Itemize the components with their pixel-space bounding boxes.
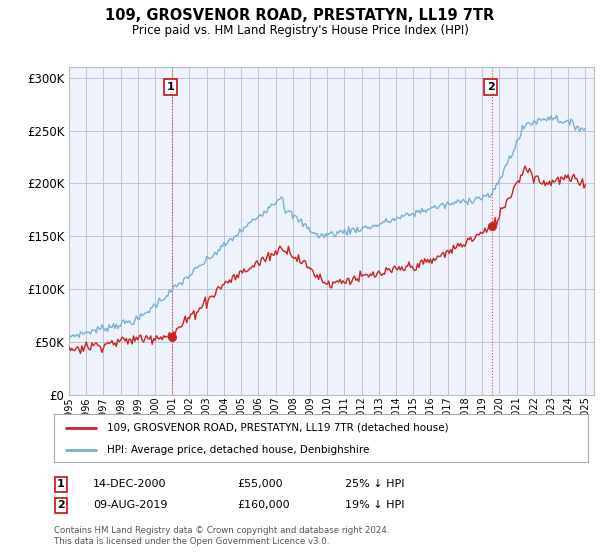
Text: 1: 1 — [167, 82, 175, 92]
Text: 25% ↓ HPI: 25% ↓ HPI — [345, 479, 404, 489]
Text: 1: 1 — [57, 479, 65, 489]
Text: 14-DEC-2000: 14-DEC-2000 — [93, 479, 167, 489]
Text: 19% ↓ HPI: 19% ↓ HPI — [345, 500, 404, 510]
Text: 09-AUG-2019: 09-AUG-2019 — [93, 500, 167, 510]
Text: Price paid vs. HM Land Registry's House Price Index (HPI): Price paid vs. HM Land Registry's House … — [131, 24, 469, 36]
Text: Contains HM Land Registry data © Crown copyright and database right 2024.: Contains HM Land Registry data © Crown c… — [54, 526, 389, 535]
Text: 109, GROSVENOR ROAD, PRESTATYN, LL19 7TR: 109, GROSVENOR ROAD, PRESTATYN, LL19 7TR — [106, 8, 494, 24]
Text: £160,000: £160,000 — [237, 500, 290, 510]
Text: £55,000: £55,000 — [237, 479, 283, 489]
Text: 2: 2 — [487, 82, 494, 92]
Text: 109, GROSVENOR ROAD, PRESTATYN, LL19 7TR (detached house): 109, GROSVENOR ROAD, PRESTATYN, LL19 7TR… — [107, 423, 449, 433]
Text: This data is licensed under the Open Government Licence v3.0.: This data is licensed under the Open Gov… — [54, 538, 329, 547]
Text: 2: 2 — [57, 500, 65, 510]
Text: HPI: Average price, detached house, Denbighshire: HPI: Average price, detached house, Denb… — [107, 445, 370, 455]
